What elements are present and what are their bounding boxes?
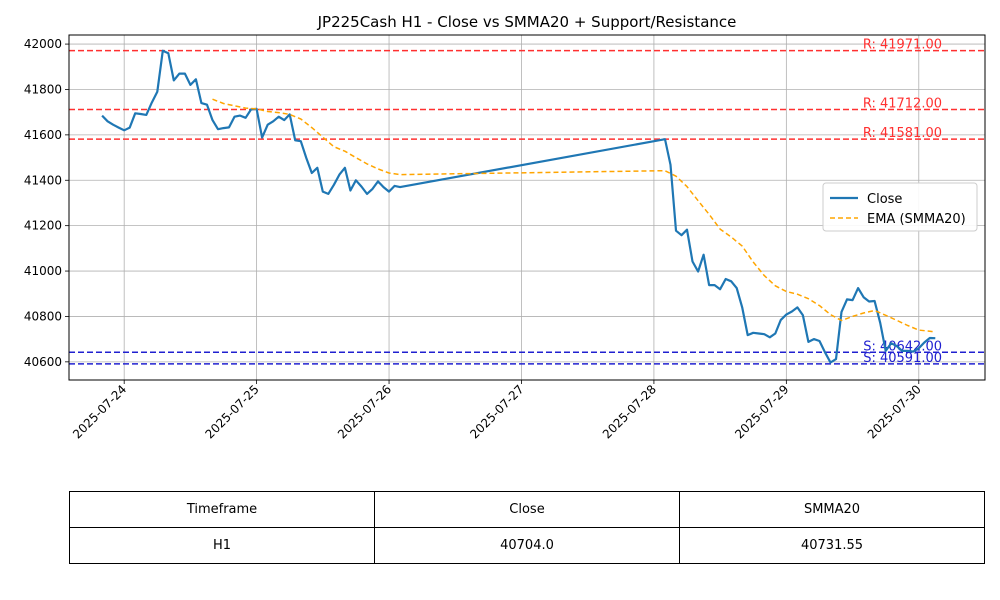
x-tick-label: 2025-07-27: [467, 382, 526, 441]
y-tick-label: 41200: [24, 219, 62, 233]
table-cell: 40704.0: [374, 527, 680, 564]
smma20-series-line: [212, 98, 936, 333]
axes: 40600 40800 41000 41200 41400 41600 41800 42000…: [24, 34, 986, 441]
y-tick-label: 41800: [24, 82, 62, 96]
gridlines: [69, 35, 985, 380]
legend-label: EMA (SMMA20): [867, 212, 966, 227]
resistance-label: R: 41971.00: [863, 38, 942, 53]
y-tick-label: 42000: [24, 37, 62, 51]
y-tick-label: 41000: [24, 264, 62, 278]
resistance-label: R: 41581.00: [863, 126, 942, 141]
x-tick-label: 2025-07-25: [203, 382, 262, 441]
y-tick-label: 40600: [24, 355, 62, 369]
support-label: S: 40591.00: [863, 351, 942, 366]
table-cell: H1: [69, 527, 375, 564]
table-header-cell: SMMA20: [679, 491, 985, 528]
summary-table: Timeframe Close SMMA20 H1 40704.0 40731.…: [69, 491, 985, 564]
x-tick-label: 2025-07-26: [335, 382, 394, 441]
legend-box: [822, 182, 978, 232]
legend-label: Close: [867, 192, 902, 207]
table-header-cell: Close: [374, 491, 680, 528]
series-group: [101, 49, 936, 364]
legend: Close EMA (SMMA20): [822, 182, 978, 232]
resistance-label: R: 41712.00: [863, 96, 942, 111]
y-tick-label: 40800: [24, 309, 62, 323]
chart-title: JP225Cash H1 - Close vs SMMA20 + Support…: [317, 13, 737, 31]
x-tick-label: 2025-07-29: [732, 382, 791, 441]
table-row: H1 40704.0 40731.55: [69, 527, 985, 564]
x-tick-label: 2025-07-30: [865, 382, 924, 441]
chart: JP225Cash H1 - Close vs SMMA20 + Support…: [24, 13, 986, 441]
table-header-cell: Timeframe: [69, 491, 375, 528]
table-cell: 40731.55: [679, 527, 985, 564]
x-tick-label: 2025-07-24: [70, 382, 129, 441]
y-tick-label: 41600: [24, 128, 62, 142]
x-tick-label: 2025-07-28: [600, 382, 659, 441]
y-tick-label: 41400: [24, 173, 62, 187]
support-resistance-lines: R: 41971.00R: 41712.00R: 41581.00S: 4064…: [69, 38, 985, 366]
close-series-line: [101, 49, 936, 364]
table-header-row: Timeframe Close SMMA20: [69, 491, 985, 528]
plot-frame: [68, 34, 986, 381]
